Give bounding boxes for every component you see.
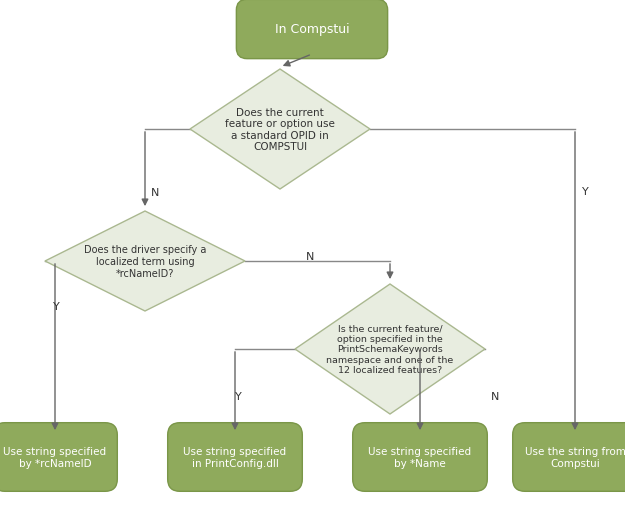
Polygon shape	[45, 212, 245, 312]
FancyBboxPatch shape	[512, 423, 625, 491]
Text: Does the driver specify a
localized term using
*rcNameID?: Does the driver specify a localized term…	[84, 245, 206, 278]
Text: Y: Y	[52, 301, 59, 312]
Text: Is the current feature/
option specified in the
PrintSchemaKeywords
namespace an: Is the current feature/ option specified…	[326, 324, 454, 375]
Text: Does the current
feature or option use
a standard OPID in
COMPSTUI: Does the current feature or option use a…	[225, 108, 335, 152]
Text: N: N	[306, 251, 314, 262]
Polygon shape	[295, 284, 485, 414]
FancyBboxPatch shape	[0, 423, 118, 491]
Polygon shape	[190, 70, 370, 189]
Text: N: N	[151, 188, 159, 197]
Text: Use string specified
by *rcNameID: Use string specified by *rcNameID	[4, 446, 106, 468]
Text: Use the string from
Compstui: Use the string from Compstui	[524, 446, 625, 468]
FancyBboxPatch shape	[352, 423, 488, 491]
FancyBboxPatch shape	[236, 1, 388, 60]
Text: Use string specified
in PrintConfig.dll: Use string specified in PrintConfig.dll	[184, 446, 286, 468]
FancyBboxPatch shape	[168, 423, 302, 491]
Text: Y: Y	[582, 187, 588, 196]
Text: Use string specified
by *Name: Use string specified by *Name	[369, 446, 472, 468]
Text: N: N	[491, 391, 499, 401]
Text: In Compstui: In Compstui	[275, 23, 349, 36]
Text: Y: Y	[234, 391, 241, 401]
